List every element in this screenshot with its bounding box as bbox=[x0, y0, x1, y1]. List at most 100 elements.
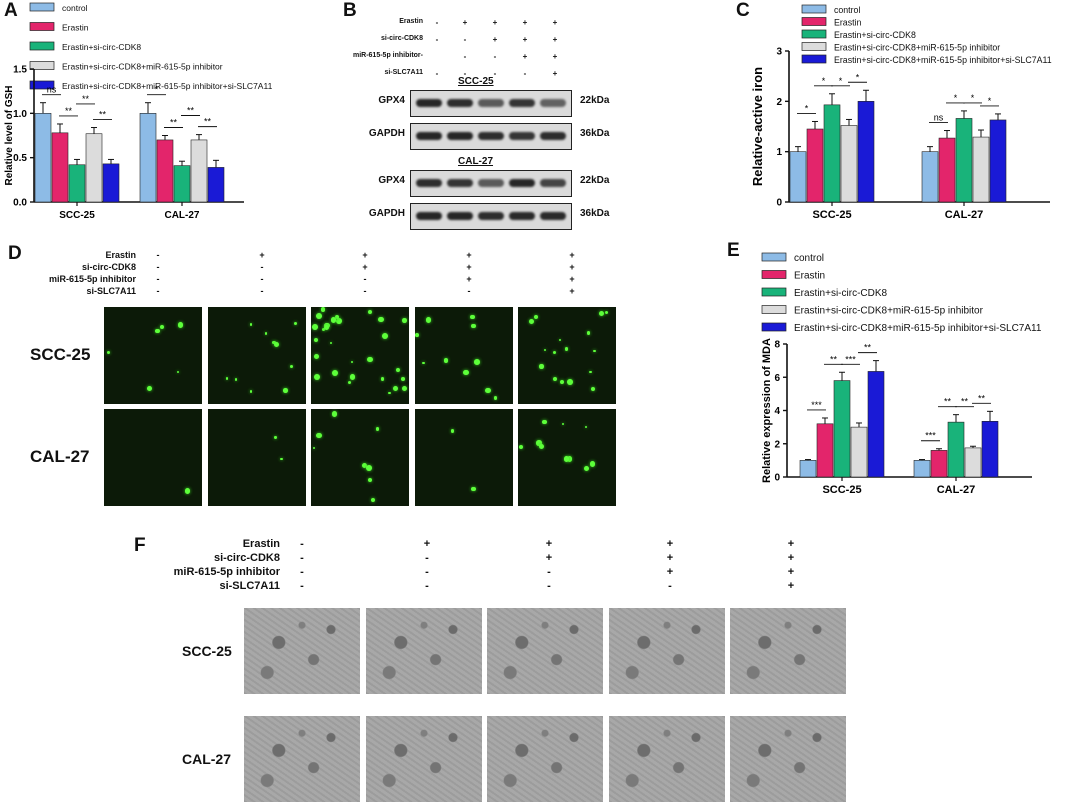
panel-b-western-blot: Erastin - + + + + si-circ-CDK8 - - + + + miR-615-5p … bbox=[340, 0, 730, 240]
y-tick-label: 1.0 bbox=[13, 109, 27, 120]
fluorescence-cell bbox=[378, 316, 384, 322]
fluorescence-cell bbox=[536, 440, 542, 446]
fluorescence-cell bbox=[336, 318, 342, 324]
blot-condition-sign: - bbox=[493, 69, 497, 78]
fluorescence-cell bbox=[584, 425, 588, 429]
significance-label: ns bbox=[934, 113, 944, 123]
bar bbox=[207, 167, 225, 203]
fluorescence-cell bbox=[381, 332, 388, 339]
blot-condition-sign: - bbox=[435, 18, 439, 27]
tem-condition-sign: - bbox=[300, 552, 304, 564]
fluo-condition-sign: - bbox=[156, 274, 160, 284]
fluorescence-cell bbox=[593, 349, 596, 352]
blot-condition-label: Erastin bbox=[399, 18, 423, 25]
fluorescence-cell bbox=[347, 380, 352, 385]
fluorescence-cell bbox=[312, 447, 316, 450]
significance-label: ** bbox=[204, 117, 212, 127]
bar bbox=[173, 165, 191, 203]
blot-strip bbox=[410, 123, 572, 150]
y-tick-label: 3 bbox=[776, 47, 782, 58]
fluorescence-cell bbox=[558, 339, 562, 342]
blot-band bbox=[447, 99, 473, 107]
bar bbox=[68, 164, 86, 203]
legend-swatch-2 bbox=[29, 41, 55, 51]
fluorescence-cell bbox=[564, 347, 569, 351]
fluorescence-cell bbox=[280, 457, 283, 461]
legend-label-2: Erastin+si-circ-CDK8 bbox=[834, 30, 916, 40]
blot-condition-sign: - bbox=[463, 35, 467, 44]
panel-label-e: E bbox=[727, 240, 740, 261]
panel-f-tem: Erastin - + + + + si-circ-CDK8 - - + + + miR-615-5p … bbox=[130, 530, 1065, 802]
fluorescence-cell bbox=[425, 317, 432, 323]
fluorescence-cell bbox=[566, 456, 573, 462]
blot-size-label: 22kDa bbox=[580, 95, 610, 106]
legend-label-3: Erastin+si-circ-CDK8+miR-615-5p inhibito… bbox=[834, 43, 1000, 53]
blot-band bbox=[478, 132, 504, 140]
legend-swatch-3 bbox=[29, 61, 55, 70]
bar bbox=[947, 421, 965, 478]
bar bbox=[823, 104, 841, 203]
legend-swatch-1 bbox=[29, 22, 55, 31]
significance-label: ** bbox=[864, 343, 872, 353]
tem-image bbox=[487, 716, 603, 802]
tem-condition-sign: - bbox=[547, 566, 551, 578]
tem-image bbox=[730, 716, 846, 802]
bar bbox=[190, 139, 208, 203]
tem-condition-sign: - bbox=[300, 538, 304, 550]
fluorescence-cell bbox=[415, 332, 419, 337]
blot-band bbox=[416, 212, 442, 220]
panel-label-c: C bbox=[736, 0, 750, 21]
significance-label: ** bbox=[961, 397, 969, 407]
significance-label: ** bbox=[830, 354, 838, 364]
blot-band bbox=[540, 212, 566, 220]
tem-condition-sign: + bbox=[666, 538, 674, 550]
tem-row-label: CAL-27 bbox=[182, 751, 232, 767]
fluorescence-cell bbox=[533, 314, 539, 319]
legend-swatch-3 bbox=[801, 42, 827, 51]
fluo-condition-sign: - bbox=[363, 274, 367, 284]
fluorescence-cell bbox=[589, 370, 592, 374]
bar bbox=[989, 119, 1007, 203]
significance-label: *** bbox=[845, 354, 856, 364]
blot-condition-sign: - bbox=[435, 69, 439, 78]
significance-label: ** bbox=[944, 397, 952, 407]
fluorescence-cell bbox=[471, 486, 476, 492]
legend-label-4: Erastin+si-circ-CDK8+miR-615-5p inhibito… bbox=[794, 323, 1042, 334]
fluo-condition-sign: + bbox=[569, 262, 575, 272]
blot-condition-sign: - bbox=[493, 52, 497, 61]
fluorescence-cell bbox=[463, 369, 469, 375]
tem-row-label: SCC-25 bbox=[182, 643, 232, 659]
fluo-condition-sign: + bbox=[569, 250, 575, 260]
fluo-condition-sign: - bbox=[467, 286, 471, 296]
fluorescence-cell bbox=[493, 396, 498, 401]
blot-band bbox=[447, 132, 473, 140]
fluorescence-cell bbox=[552, 350, 556, 354]
bar bbox=[85, 133, 103, 203]
blot-condition-sign: - bbox=[435, 35, 439, 44]
bar bbox=[799, 460, 817, 478]
blot-condition-sign: + bbox=[492, 18, 498, 27]
blot-condition-sign: + bbox=[522, 52, 528, 61]
fluo-condition-sign: + bbox=[362, 250, 368, 260]
blot-condition-sign: + bbox=[552, 69, 558, 78]
y-tick-label: 0.5 bbox=[13, 153, 27, 164]
legend-label-1: Erastin bbox=[834, 18, 861, 28]
fluorescence-cell bbox=[367, 310, 373, 315]
fluorescence-cell bbox=[371, 498, 376, 503]
blot-strip bbox=[410, 170, 572, 197]
fluorescence-cell bbox=[330, 317, 337, 323]
legend-label-0: control bbox=[834, 5, 860, 15]
tem-condition-sign: + bbox=[666, 552, 674, 564]
significance-label: ** bbox=[187, 106, 195, 116]
tem-image bbox=[244, 716, 360, 802]
chart-e-mda: control Erastin Erastin+si-circ-CDK8 Erasti… bbox=[761, 252, 1042, 496]
fluo-condition-label: miR-615-5p inhibitor bbox=[48, 274, 136, 284]
bar bbox=[867, 371, 885, 478]
y-tick-label: 1.5 bbox=[13, 65, 27, 76]
blot-protein-label: GPX4 bbox=[378, 95, 405, 106]
fluorescence-image bbox=[311, 307, 409, 404]
fluorescence-cell bbox=[367, 477, 372, 482]
legend-label-1: Erastin bbox=[62, 23, 89, 33]
blot-condition-sign: + bbox=[522, 35, 528, 44]
fluo-condition-sign: - bbox=[260, 262, 264, 272]
